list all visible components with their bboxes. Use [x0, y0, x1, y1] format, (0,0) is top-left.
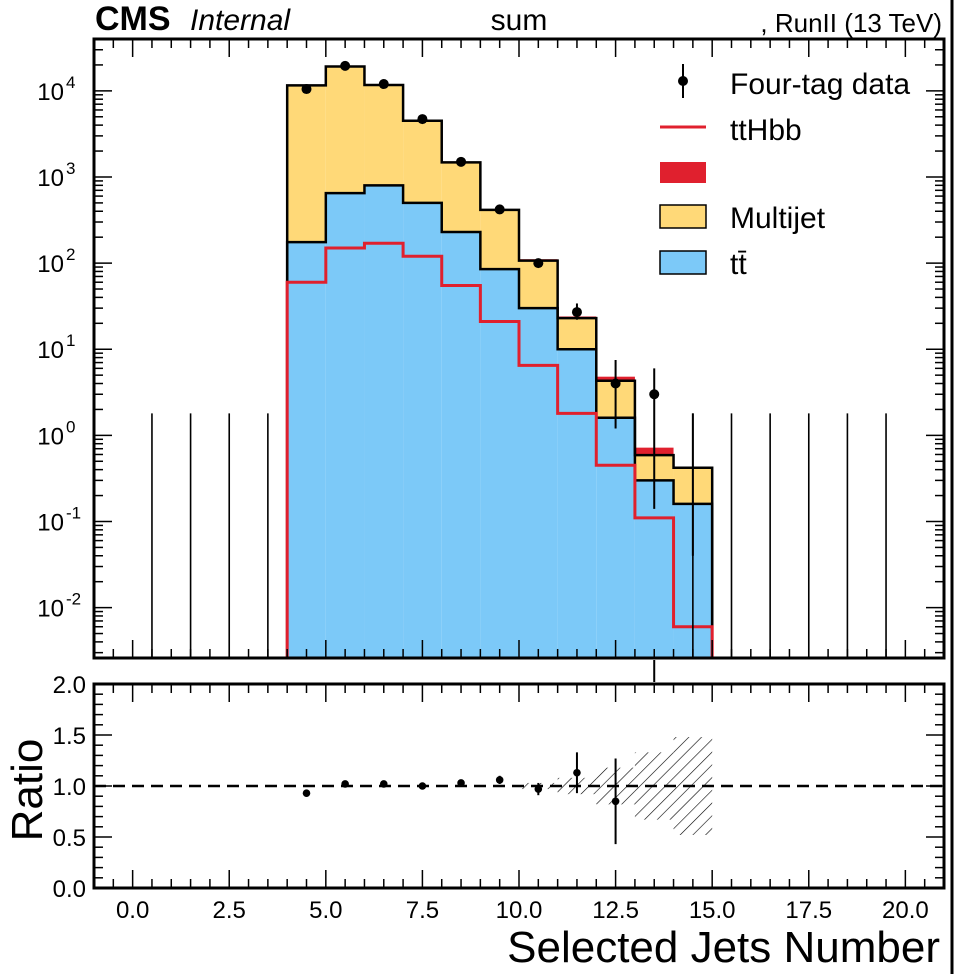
ratio-point — [418, 782, 427, 790]
ttbar-outline — [285, 184, 714, 658]
data-point — [340, 60, 351, 71]
ratio-y-tick-label: 2.0 — [53, 672, 86, 699]
x-tick-label: 2.5 — [213, 897, 246, 924]
ratio-point — [457, 779, 465, 787]
y-tick-exponent: -2 — [66, 590, 81, 609]
multijet-bar — [441, 162, 481, 232]
y-tick-label: 10 — [37, 79, 64, 106]
ttbar-bar — [519, 308, 558, 658]
y-tick-label: 10 — [37, 423, 64, 450]
ratio-point — [341, 780, 349, 788]
x-tick-label: 5.0 — [309, 897, 342, 924]
legend-label: Four-tag data — [730, 68, 910, 101]
ratio-y-tick-label: 1.5 — [53, 723, 86, 750]
tthbb-line — [285, 241, 714, 658]
y-tick-exponent: 3 — [66, 159, 75, 178]
ratio-point — [302, 789, 311, 797]
ttbar-bar — [287, 242, 326, 658]
data-point — [533, 258, 544, 269]
y-tick-exponent: -1 — [66, 503, 81, 522]
x-tick-label: 15.0 — [689, 897, 736, 924]
data-point — [301, 84, 312, 95]
legend-multijet-swatch — [659, 204, 707, 229]
ratio-point — [611, 797, 620, 806]
y-tick-label: 10 — [37, 596, 64, 623]
ratio-point — [495, 776, 504, 784]
y-tick-exponent: 4 — [66, 73, 75, 92]
data-point — [610, 378, 621, 389]
ratio-y-tick-label: 1.0 — [53, 774, 86, 801]
legend-ttbar-swatch — [659, 250, 707, 275]
ratio-point — [379, 780, 388, 788]
y-axis-title: Ratio — [3, 739, 52, 842]
multijet-bar — [480, 209, 519, 270]
legend-label: Multijet — [730, 202, 826, 235]
multijet-bar — [325, 66, 365, 194]
y-tick-label: 10 — [37, 165, 64, 192]
ratio-point — [573, 768, 581, 777]
ttbar-bar — [441, 231, 481, 658]
x-tick-label: 17.5 — [785, 897, 832, 924]
data-point — [378, 79, 389, 90]
y-tick-label: 10 — [37, 251, 64, 278]
y-tick-label: 10 — [37, 337, 64, 364]
ratio-axes: 0.0 0.5 1.0 1.5 2.0 0.0 2.5 5.0 7.5 10.0 12.5 15.0 1… — [53, 660, 946, 924]
ttbar-bar — [634, 480, 674, 658]
data-point — [494, 204, 505, 215]
data-point — [417, 114, 428, 125]
ratio-content — [94, 737, 944, 845]
multijet-bar — [557, 318, 597, 350]
data-point — [571, 307, 582, 318]
ttbar-bar — [364, 185, 404, 658]
plot-title: sum — [491, 4, 548, 37]
multijet-bar — [364, 84, 404, 186]
lumi-label: , RunII (13 TeV) — [760, 8, 942, 38]
internal-label: Internal — [190, 4, 291, 37]
legend: Four-tag data ttHbb Multijet tt̄ — [659, 64, 910, 281]
y-tick-label: 10 — [37, 509, 64, 536]
cms-label: CMS — [95, 0, 171, 38]
x-tick-label: 10.0 — [496, 897, 543, 924]
x-axis-title: Selected Jets Number — [507, 923, 940, 972]
y-tick-exponent: 0 — [66, 417, 75, 436]
multijet-bar — [403, 120, 442, 203]
x-tick-label: 12.5 — [592, 897, 639, 924]
ratio-point — [534, 785, 543, 793]
ttbar-bar — [325, 193, 365, 658]
ttbar-bar — [403, 202, 442, 658]
legend-data-marker — [678, 76, 688, 86]
legend-label: ttHbb — [730, 114, 802, 147]
y-tick-exponent: 2 — [66, 245, 75, 264]
ttbar-bar — [557, 349, 597, 658]
data-points — [151, 60, 887, 658]
ttbar-bar — [596, 417, 635, 658]
data-point — [456, 156, 467, 167]
legend-red-swatch — [660, 162, 706, 183]
y-tick-exponent: 1 — [66, 331, 75, 350]
ttbar-bar — [480, 269, 519, 658]
data-point — [649, 389, 660, 400]
ratio-y-tick-label: 0.5 — [53, 825, 86, 852]
multijet-bar — [519, 260, 558, 309]
stack-fills — [287, 66, 713, 658]
x-tick-label: 0.0 — [116, 897, 149, 924]
x-tick-label: 7.5 — [406, 897, 439, 924]
ratio-y-tick-label: 0.0 — [53, 876, 86, 903]
x-tick-label: 20.0 — [882, 897, 929, 924]
multijet-bar — [287, 85, 326, 243]
legend-label: tt̄ — [730, 248, 747, 281]
